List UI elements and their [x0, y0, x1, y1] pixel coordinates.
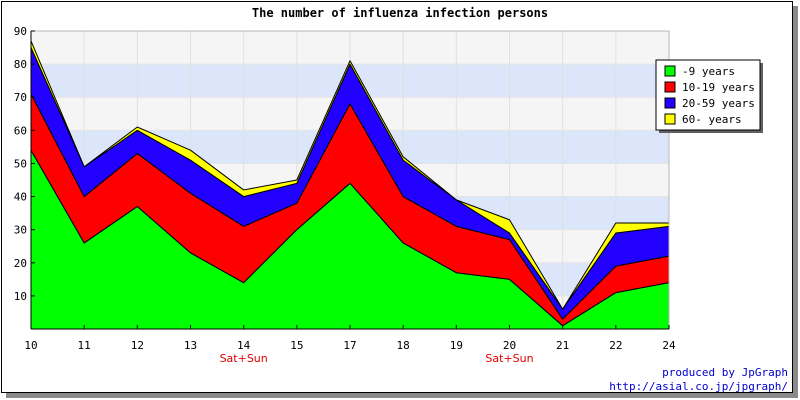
x-tick-label: 13 — [184, 339, 197, 352]
x-tick-label: 20 — [503, 339, 516, 352]
y-tick-label: 20 — [14, 257, 27, 270]
y-tick-label: 50 — [14, 157, 27, 170]
x-tick-label: 19 — [450, 339, 463, 352]
legend-swatch — [664, 81, 676, 93]
y-tick-label: 70 — [14, 91, 27, 104]
credit-link[interactable]: http://asial.co.jp/jpgraph/ — [609, 380, 788, 393]
x-tick-label: 24 — [662, 339, 676, 352]
x-tick-label: 21 — [556, 339, 569, 352]
legend: -9 years 10-19 years 20-59 years 60- years — [655, 59, 763, 133]
legend-swatch — [664, 113, 676, 125]
legend-swatch — [664, 97, 676, 109]
y-tick-labels: 10 20 30 40 50 60 70 80 90 — [14, 25, 27, 303]
legend-label: 60- years — [682, 113, 742, 126]
x-tick-label: 14 — [237, 339, 251, 352]
legend-label: 20-59 years — [682, 97, 755, 110]
x-annotations: Sat+Sun Sat+Sun — [220, 352, 534, 365]
frame-shadow-right — [793, 6, 798, 394]
y-tick-label: 80 — [14, 58, 27, 71]
y-tick-label: 10 — [14, 290, 27, 303]
axes — [30, 30, 670, 330]
credit-line-1: produced by JpGraph — [662, 366, 788, 379]
chart-title: The number of influenza infection person… — [252, 6, 548, 20]
y-tick-label: 40 — [14, 191, 27, 204]
x-tick-label: 12 — [131, 339, 144, 352]
x-tick-label: 10 — [24, 339, 37, 352]
legend-label: -9 years — [682, 65, 735, 78]
y-tick-label: 90 — [14, 25, 27, 38]
x-tick-label: 15 — [290, 339, 303, 352]
x-tick-label: 11 — [78, 339, 91, 352]
x-tick-label: 22 — [609, 339, 622, 352]
legend-swatch — [664, 65, 676, 77]
x-tick-labels: 10 11 12 13 14 15 17 18 19 20 21 22 24 — [24, 339, 676, 352]
x-annotation: Sat+Sun — [485, 352, 533, 365]
x-annotation: Sat+Sun — [220, 352, 268, 365]
x-tick-label: 18 — [397, 339, 410, 352]
x-tick-label: 17 — [343, 339, 356, 352]
frame-shadow-bottom — [6, 393, 798, 398]
legend-label: 10-19 years — [682, 81, 755, 94]
y-tick-label: 60 — [14, 124, 27, 137]
y-tick-label: 30 — [14, 224, 27, 237]
